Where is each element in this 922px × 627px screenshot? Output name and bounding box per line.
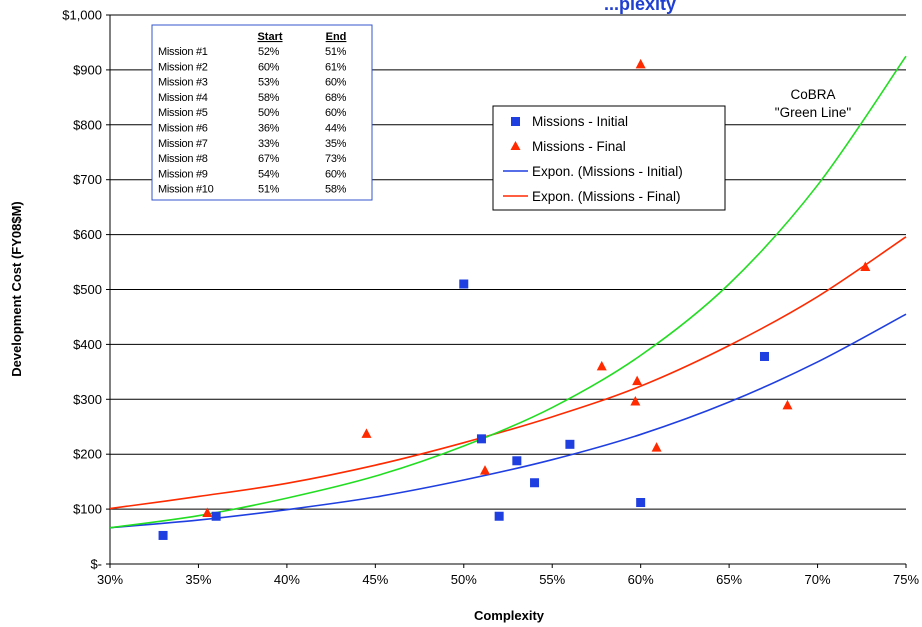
table-row-end: 58%: [325, 184, 347, 196]
table-row-mission: Mission #2: [158, 61, 208, 73]
point-final: [782, 399, 793, 410]
line-expon-missions-final: [109, 236, 907, 510]
table-row-start: 60%: [258, 61, 280, 73]
mission-complexity-table: Start End Mission #1 52% 51% Mission #2 60% 6…: [151, 24, 373, 201]
point-initial: [530, 478, 540, 488]
y-tick-label: $600: [73, 227, 102, 242]
x-tick-label: 35%: [185, 572, 211, 587]
legend-triangle-marker: [510, 141, 521, 150]
point-initial: [459, 279, 469, 289]
point-final: [596, 360, 607, 371]
x-tick-label: 45%: [362, 572, 388, 587]
legend-square-marker: [511, 117, 520, 126]
point-final: [635, 58, 646, 69]
x-tick-label: 60%: [628, 572, 654, 587]
chart-title: ...plexity: [604, 0, 676, 14]
table-row-end: 44%: [325, 123, 347, 135]
table-row-mission: Mission #7: [158, 138, 208, 150]
legend: Missions - Initial Missions - Final Expo…: [492, 105, 726, 211]
table-row-end: 60%: [325, 168, 347, 180]
legend-label-expon-initial: Expon. (Missions - Initial): [532, 164, 683, 179]
table-row-start: 36%: [258, 123, 280, 135]
point-initial: [158, 530, 168, 540]
legend-label-initial: Missions - Initial: [532, 114, 628, 129]
table-frame: [151, 24, 373, 201]
legend-label-final: Missions - Final: [532, 139, 626, 154]
point-initial: [476, 434, 486, 444]
table-row-start: 58%: [258, 92, 280, 104]
table-row-mission: Mission #4: [158, 92, 208, 104]
point-initial: [565, 439, 575, 449]
point-final: [651, 442, 662, 452]
point-final: [630, 395, 641, 406]
legend-frame: [492, 105, 726, 211]
x-axis-title: Complexity: [474, 608, 545, 623]
table-row-end: 68%: [325, 92, 347, 104]
point-final: [361, 428, 372, 438]
x-tick-label: 65%: [716, 572, 742, 587]
table-row-mission: Mission #3: [158, 77, 208, 89]
green-line-label: "Green Line": [775, 105, 852, 120]
x-tick-label: 55%: [539, 572, 565, 587]
point-initial: [494, 511, 504, 521]
point-initial: [211, 511, 221, 521]
y-tick-label: $300: [73, 392, 102, 407]
table-row-mission: Mission #9: [158, 168, 208, 180]
y-tick-label: $900: [73, 62, 102, 77]
y-tick-label: $-: [90, 557, 102, 572]
table-row-end: 60%: [325, 77, 347, 89]
y-axis-title: Development Cost (FY08$M): [9, 201, 24, 377]
table-row-mission: Mission #5: [158, 107, 208, 119]
table-row-end: 51%: [325, 46, 347, 58]
table-row-start: 52%: [258, 46, 280, 58]
x-tick-label: 50%: [451, 572, 477, 587]
x-tick-label: 75%: [893, 572, 919, 587]
data-points: [158, 58, 871, 540]
y-tick-label: $800: [73, 117, 102, 132]
cobra-label: CoBRA: [790, 87, 835, 102]
point-initial: [759, 351, 769, 361]
plot-area: [109, 15, 907, 568]
x-tick-label: 40%: [274, 572, 300, 587]
x-axis-tick-labels: 30% 35% 40% 45% 50% 55% 60% 65% 70% 75%: [97, 572, 919, 587]
line-expon-missions-initial: [109, 313, 907, 529]
table-row-start: 67%: [258, 153, 280, 165]
point-final: [480, 465, 491, 475]
trend-lines: [109, 55, 907, 529]
y-tick-label: $400: [73, 337, 102, 352]
point-initial: [636, 498, 646, 508]
table-row-start: 51%: [258, 184, 280, 196]
table-row-end: 73%: [325, 153, 347, 165]
table-row-mission: Mission #8: [158, 153, 208, 165]
table-row-end: 35%: [325, 138, 347, 150]
table-row-start: 54%: [258, 168, 280, 180]
y-tick-label: $1,000: [62, 8, 102, 23]
legend-label-expon-final: Expon. (Missions - Final): [532, 189, 681, 204]
point-final: [860, 261, 871, 271]
table-row-start: 50%: [258, 107, 280, 119]
point-final: [202, 507, 213, 517]
table-row-start: 33%: [258, 138, 280, 150]
line-cobra-green-line: [109, 55, 907, 529]
point-final: [632, 375, 643, 386]
point-initial: [512, 456, 522, 466]
table-row-mission: Mission #10: [158, 184, 214, 196]
table-header-start: Start: [257, 31, 282, 43]
table-row-end: 60%: [325, 107, 347, 119]
table-row-mission: Mission #1: [158, 46, 208, 58]
y-axis-tick-labels: $- $100 $200 $300 $400 $500 $600 $700 $800 $900 $1…: [62, 8, 102, 572]
x-tick-label: 70%: [805, 572, 831, 587]
y-tick-label: $100: [73, 502, 102, 517]
table-row-mission: Mission #6: [158, 123, 208, 135]
table-row-end: 61%: [325, 61, 347, 73]
y-tick-label: $700: [73, 172, 102, 187]
y-tick-label: $500: [73, 282, 102, 297]
table-rows: Mission #1 52% 51% Mission #2 60% 61% Mission …: [158, 46, 347, 196]
table-header-end: End: [326, 31, 347, 43]
table-row-start: 53%: [258, 77, 280, 89]
y-tick-label: $200: [73, 447, 102, 462]
x-tick-label: 30%: [97, 572, 123, 587]
